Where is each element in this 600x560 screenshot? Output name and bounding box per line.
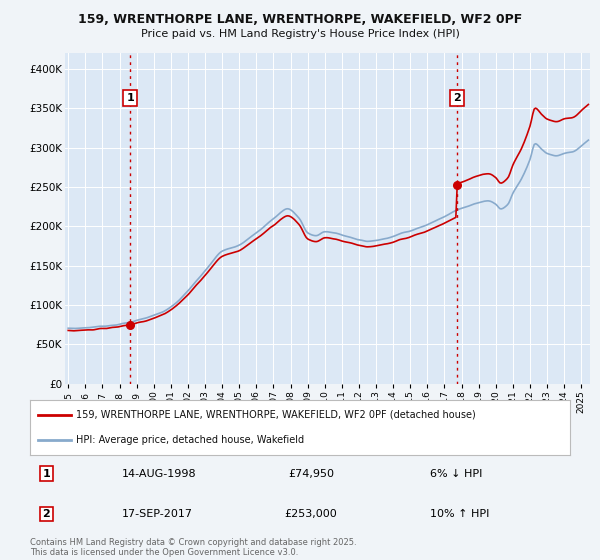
Text: £253,000: £253,000: [284, 509, 337, 519]
Text: £74,950: £74,950: [288, 469, 334, 479]
Text: 14-AUG-1998: 14-AUG-1998: [122, 469, 196, 479]
Text: 2: 2: [43, 509, 50, 519]
Text: 159, WRENTHORPE LANE, WRENTHORPE, WAKEFIELD, WF2 0PF: 159, WRENTHORPE LANE, WRENTHORPE, WAKEFI…: [78, 13, 522, 26]
Text: Contains HM Land Registry data © Crown copyright and database right 2025.
This d: Contains HM Land Registry data © Crown c…: [30, 538, 356, 557]
Text: HPI: Average price, detached house, Wakefield: HPI: Average price, detached house, Wake…: [76, 435, 304, 445]
Text: 1: 1: [126, 93, 134, 103]
Text: 1: 1: [43, 469, 50, 479]
Text: 159, WRENTHORPE LANE, WRENTHORPE, WAKEFIELD, WF2 0PF (detached house): 159, WRENTHORPE LANE, WRENTHORPE, WAKEFI…: [76, 410, 476, 419]
Text: 10% ↑ HPI: 10% ↑ HPI: [430, 509, 489, 519]
Text: Price paid vs. HM Land Registry's House Price Index (HPI): Price paid vs. HM Land Registry's House …: [140, 29, 460, 39]
Text: 17-SEP-2017: 17-SEP-2017: [122, 509, 193, 519]
Text: 2: 2: [452, 93, 460, 103]
Text: 6% ↓ HPI: 6% ↓ HPI: [430, 469, 482, 479]
